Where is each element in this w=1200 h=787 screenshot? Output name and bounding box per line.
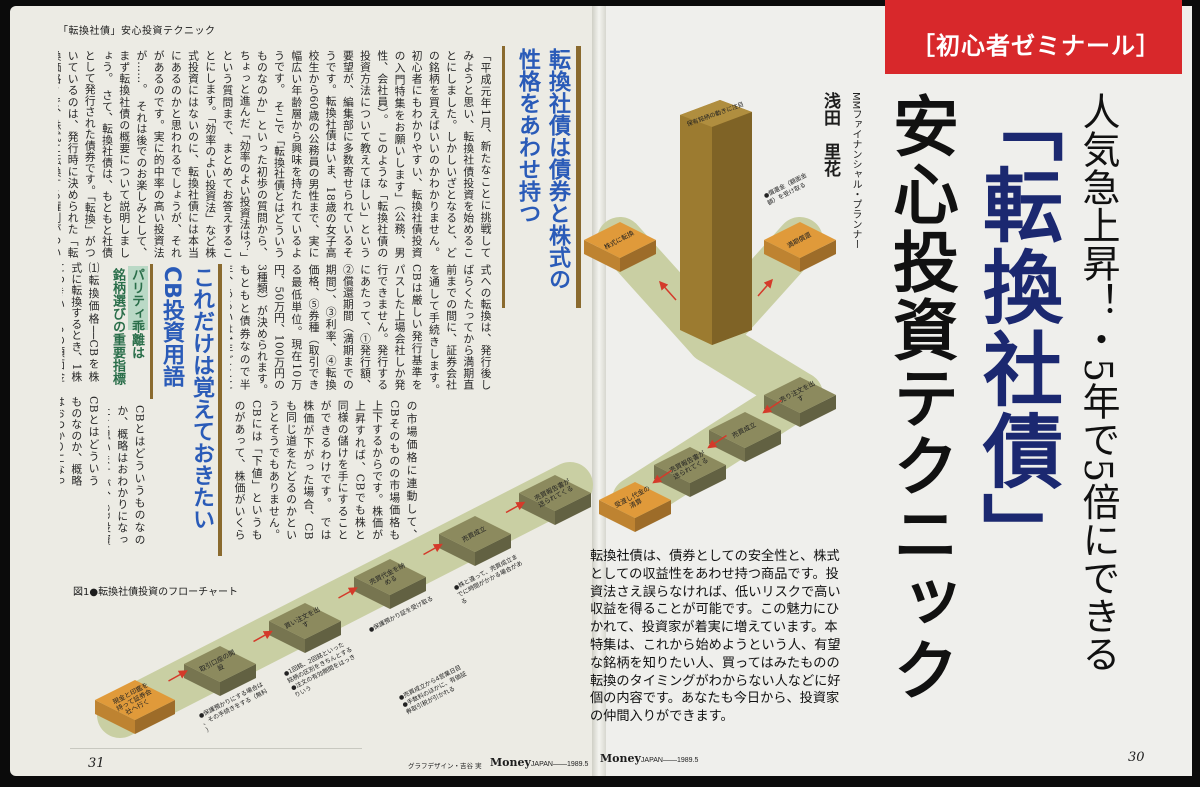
footer-magazine-left: MoneyJAPAN——1989.5 [490, 756, 588, 769]
flow-box-side [519, 493, 555, 525]
divider [70, 748, 362, 749]
heading-line: 転換社債は債券と株式の [545, 48, 570, 290]
heading-rule [218, 264, 222, 556]
subheading-line: パリティ乖離は [129, 268, 144, 359]
heading-rule [576, 46, 581, 308]
tower-side [712, 112, 752, 345]
design-credit: グラフデザイン・吉谷 実 [408, 762, 482, 770]
brand: Money [600, 752, 641, 765]
article-body-5: CBとはどういうものなのか、概略はおわかりになったと思いますが、CB投資を行なっ… [108, 405, 146, 545]
heading-line: 性格をあわせ持つ [515, 48, 540, 224]
flow-box-side [584, 240, 620, 272]
flow-box-side [220, 664, 256, 696]
running-head: 「転換社債」安心投資テクニック [58, 26, 216, 37]
flow-box-top [764, 222, 836, 258]
flow-box-side [599, 500, 635, 532]
flow-box-side [745, 430, 781, 462]
flow-arrow [757, 278, 773, 297]
author-role: MMファイナンシャル・プランナー [850, 92, 861, 250]
tower-top [680, 100, 752, 127]
flow-box-top [599, 482, 671, 518]
subheading-line: 銘柄選びの重要指標 [110, 268, 125, 385]
flow-box-top [764, 377, 836, 413]
flow-note: ●償還金（額面金額）を受け取る [762, 171, 811, 207]
flow-box-side [764, 395, 800, 427]
flow-box-top [584, 222, 656, 258]
flow-box-side [690, 465, 726, 497]
flow-box-side [135, 700, 175, 734]
flow-box-side [95, 700, 135, 734]
flow-arrow [652, 469, 672, 484]
page-number-right: 30 [1128, 750, 1145, 765]
flow-arrow [707, 434, 727, 449]
flow-box-top [519, 475, 591, 511]
flow-box-side [269, 621, 305, 653]
flow-arrow [338, 587, 358, 599]
flow-box-side [354, 577, 390, 609]
article-body-2: 式への転換は、発行後しばらくたってから満期直前までの間に、証券会社を通して手続き… [230, 264, 492, 390]
flow-box-side [555, 493, 591, 525]
flow-arrow [659, 280, 677, 301]
article-body-1: 「平成元年1月、新たなことに挑戦してみようと思い、転換社債投資を始めることにしま… [58, 50, 492, 258]
heading-rule [502, 46, 505, 308]
article-body-3: の市場価格に連動して、CBそのものの市場価格も上下するからです。株価が上昇すれば… [232, 400, 418, 540]
flow-box-side [800, 240, 836, 272]
section-heading-terms: これだけは覚えておきたい CB投資用語 [156, 266, 216, 556]
flow-box-side [620, 240, 656, 272]
flow-arrow [253, 630, 273, 643]
author-name: 浅田 里花 [820, 92, 840, 177]
flow-box-side [184, 664, 220, 696]
article-body-4: CBとはどういうものなのか、概略はおわかりになったと思いますが、CB投資を行なっ… [60, 396, 100, 486]
flow-box-top [439, 516, 511, 552]
lede-paragraph: 転換社債は、債券としての安全性と、株式としての収益性をあわせ持つ商品です。投資法… [590, 549, 841, 725]
flow-box-top [654, 447, 726, 483]
subheading: パリティ乖離は 銘柄選びの重要指標 [108, 268, 146, 398]
flow-note: ●売買成立から4営業日目●手数料のほかに、有価証券取引税が引かれる [397, 662, 471, 716]
flow-arrow [505, 501, 526, 514]
flow-box-top [95, 680, 175, 720]
title-line-2: 安心投資テクニック [882, 92, 959, 704]
flow-box-top [184, 646, 256, 682]
flow-box-top [354, 559, 426, 595]
book-spine [592, 6, 606, 776]
issue: JAPAN——1989.5 [640, 757, 699, 764]
flow-box-top [269, 603, 341, 639]
subheading-highlight [128, 266, 148, 330]
flow-box-side [654, 465, 690, 497]
flow-box-side [475, 534, 511, 566]
issue: JAPAN——1989.5 [530, 761, 589, 768]
title-line-1: 「転換社債」 [970, 82, 1063, 574]
flow-arrow [423, 543, 443, 556]
figure-caption: 図1●転換社債投資のフローチャート [73, 587, 238, 598]
banner-text: ［初心者ゼミナール］ [911, 32, 1161, 60]
flow-box-side [709, 430, 745, 462]
flow-arrow [762, 399, 782, 414]
heading-line: CB投資用語 [159, 266, 184, 387]
flow-box-side [635, 500, 671, 532]
flow-box-side [390, 577, 426, 609]
flow-box-side [439, 534, 475, 566]
flow-box-side [764, 240, 800, 272]
heading-rule [150, 264, 153, 399]
page-number-left: 31 [88, 756, 105, 771]
section-heading: 転換社債は債券と株式の 性格をあわせ持つ [512, 48, 572, 310]
article-body-6: ⑴転換価格──CBを株式に転換するとき、1株につきいくらの額面金額が必要か [62, 262, 100, 382]
kicker-headline: 人気急上昇！・5年で5倍にできる [1076, 92, 1120, 673]
flow-box-side [305, 621, 341, 653]
brand: Money [490, 756, 531, 769]
footer-magazine-right: MoneyJAPAN——1989.5 [600, 752, 698, 765]
flow-box-top [709, 412, 781, 448]
heading-line: これだけは覚えておきたい [189, 266, 214, 530]
flow-arrow [168, 670, 188, 682]
flow-box-side [800, 395, 836, 427]
series-banner: ［初心者ゼミナール］ [885, 0, 1182, 74]
